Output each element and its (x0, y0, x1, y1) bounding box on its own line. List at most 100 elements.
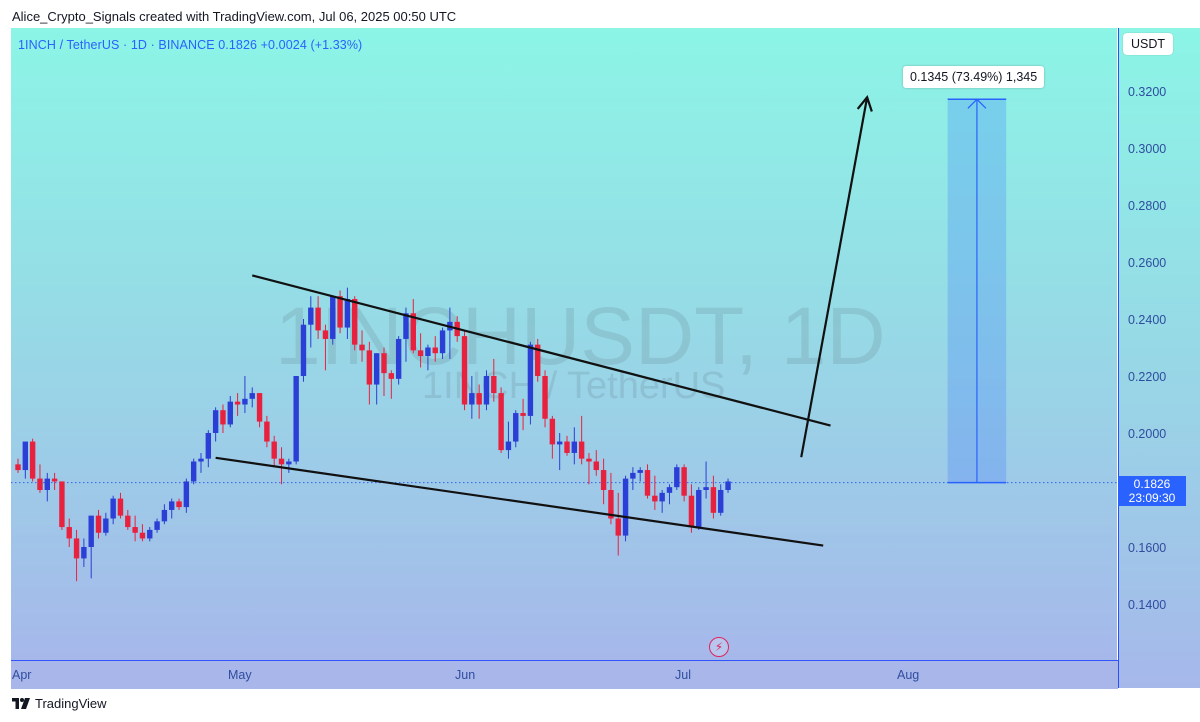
candle-body (139, 532, 146, 539)
candle-body (644, 470, 651, 496)
candle-body (659, 492, 665, 502)
candle-body (88, 515, 94, 547)
candle-body (498, 393, 504, 451)
candle-body (725, 481, 731, 490)
candle-body (308, 307, 314, 325)
price-range-label[interactable]: 0.1345 (73.49%) 1,345 (903, 66, 1045, 88)
candle-body (608, 490, 614, 519)
candle-body (330, 296, 336, 339)
candle-body (652, 495, 658, 502)
candle-body (73, 538, 80, 559)
candle-body (718, 490, 724, 513)
candle-body (615, 518, 621, 536)
currency-button[interactable]: USDT (1123, 33, 1173, 55)
candle-body (212, 410, 219, 433)
candle-body (674, 467, 680, 488)
candle-body (417, 350, 424, 357)
candle-body (161, 509, 168, 522)
price-tick-label: 0.3200 (1128, 85, 1167, 99)
candle-body (220, 410, 226, 425)
time-axis[interactable] (11, 660, 1118, 689)
candle-body (571, 441, 578, 453)
lightning-icon[interactable]: ⚡ (709, 637, 729, 657)
candle-body (59, 481, 65, 528)
candle-body (637, 470, 643, 473)
candle-body (198, 458, 204, 462)
price-tick-label: 0.1400 (1128, 598, 1167, 612)
candle-body (688, 495, 695, 528)
price-tick-label: 0.2600 (1128, 256, 1167, 270)
candle-body (542, 376, 548, 419)
price-tick-label: 0.2800 (1128, 199, 1167, 213)
candle-body (352, 299, 358, 345)
candle-body (483, 376, 490, 405)
candle-body (256, 393, 263, 422)
candle-body (315, 307, 321, 331)
candle-body (66, 527, 72, 539)
candle-body (520, 413, 526, 416)
candle-body (132, 527, 138, 533)
candle-body (513, 413, 519, 442)
candle-body (395, 338, 402, 379)
time-tick-label: Aug (897, 668, 920, 682)
breakout-arrow (800, 97, 869, 458)
candle-body (110, 498, 116, 519)
candle-body (44, 478, 50, 490)
candle-body (242, 398, 248, 405)
price-tick-label: 0.2000 (1128, 427, 1167, 441)
candle-body (505, 441, 512, 451)
lower-trendline (215, 456, 824, 547)
candle-body (176, 501, 182, 508)
candle-body (549, 418, 556, 445)
candle-body (703, 487, 709, 490)
price-scale[interactable] (1118, 28, 1200, 688)
tradingview-logo-icon (12, 698, 30, 709)
candle-body (29, 441, 36, 479)
price-range-arrow-head (967, 98, 987, 109)
candle-body (271, 441, 277, 459)
candle-body (15, 464, 21, 471)
candle-body (234, 401, 241, 405)
breakout-arrow-head (856, 95, 873, 112)
candle-body (527, 344, 534, 416)
candle-body (300, 324, 307, 376)
candle-body (227, 401, 233, 425)
candle-body (476, 393, 482, 405)
current-price-value: 0.1826 (1133, 477, 1171, 491)
chart-caption: Alice_Crypto_Signals created with Tradin… (12, 9, 457, 24)
price-tick-label: 0.2200 (1128, 370, 1167, 384)
tradingview-footer[interactable]: TradingView (12, 696, 107, 711)
price-tick-label: 0.1600 (1128, 541, 1167, 555)
candle-body (593, 461, 599, 471)
symbol-legend[interactable]: 1INCH / TetherUS · 1D · BINANCE 0.1826 +… (18, 38, 363, 52)
candle-body (81, 547, 87, 559)
candle-body (469, 393, 475, 405)
candle-body (205, 433, 212, 459)
candle-body (95, 515, 102, 533)
candle-body (125, 515, 131, 528)
candle-body (410, 313, 416, 351)
chart-pane[interactable] (11, 28, 1117, 660)
current-price-tag: 0.1826 23:09:30 (1118, 476, 1186, 506)
candle-body (388, 373, 395, 379)
time-tick-label: May (228, 668, 252, 682)
candle-body (491, 376, 497, 394)
candle-body (117, 498, 124, 516)
candle-body (622, 478, 629, 536)
price-tick-label: 0.2400 (1128, 313, 1167, 327)
candle-body (322, 330, 329, 339)
candle-body (337, 296, 343, 328)
candle-body (600, 470, 607, 490)
bar-countdown: 23:09:30 (1128, 491, 1176, 505)
time-tick-label: Apr (12, 668, 32, 682)
candle-body (264, 421, 270, 442)
candle-body (147, 529, 153, 539)
candle-body (154, 521, 160, 530)
candle-body (366, 350, 373, 385)
candle-body (373, 353, 380, 385)
candle-body (403, 313, 409, 339)
candle-body (535, 344, 541, 376)
candle-body (169, 501, 175, 510)
time-tick-label: Jun (455, 668, 476, 682)
